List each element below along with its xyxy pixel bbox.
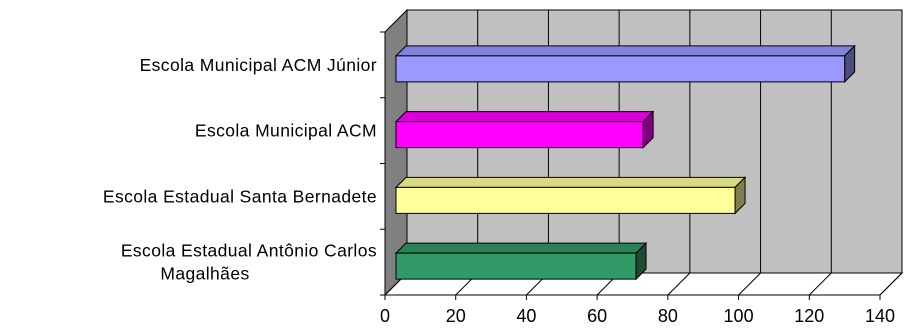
bar [395, 252, 637, 280]
category-label: Escola Municipal ACM [195, 121, 377, 141]
x-tick-label: 100 [724, 306, 754, 326]
bar-top-face [394, 242, 648, 254]
bar [395, 55, 846, 83]
bar-top-face [394, 111, 655, 123]
floor-gridline [667, 272, 691, 296]
bar [395, 121, 644, 149]
bar-top-face [394, 176, 747, 188]
floor-gridline [808, 272, 832, 296]
category-label: Magalhães [160, 264, 249, 284]
x-tick-label: 120 [794, 306, 824, 326]
bar-top-face [394, 45, 856, 57]
x-tick-label: 140 [865, 306, 895, 326]
x-tick-label: 60 [587, 306, 607, 326]
x-tick-label: 0 [380, 306, 390, 326]
x-tick-label: 20 [446, 306, 466, 326]
floor-gridline [879, 272, 903, 296]
x-tick-label: 80 [658, 306, 678, 326]
category-label: Escola Estadual Santa Bernadete [103, 186, 377, 206]
bar [395, 186, 736, 214]
category-label: Escola Estadual Antônio Carlos [121, 241, 377, 261]
category-label: Escola Municipal ACM Júnior [140, 55, 377, 75]
floor-gridline [738, 272, 761, 296]
x-tick-label: 40 [516, 306, 536, 326]
